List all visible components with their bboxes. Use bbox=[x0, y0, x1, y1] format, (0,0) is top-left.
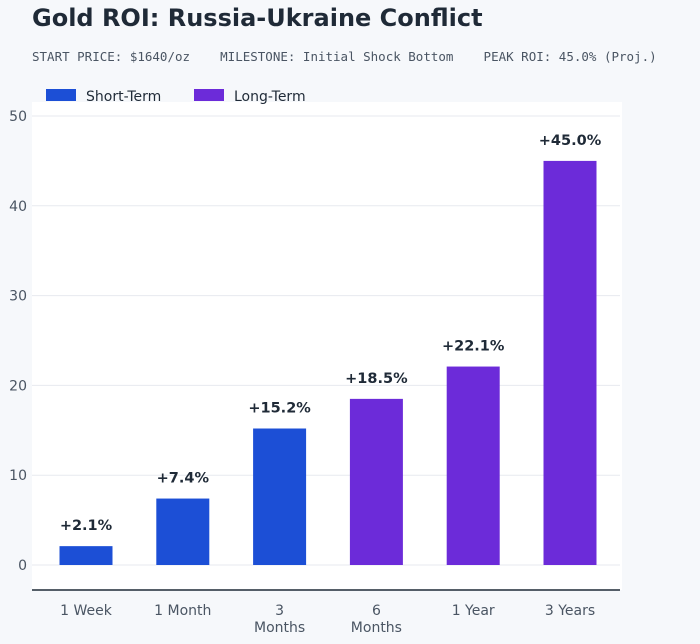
bar bbox=[59, 546, 113, 565]
bar-labels: +2.1% +7.4% +15.2% +18.5% +22.1% +45.0% bbox=[60, 133, 602, 534]
bars bbox=[59, 160, 597, 565]
y-tick-label: 40 bbox=[9, 199, 27, 215]
plot-area bbox=[32, 102, 622, 590]
x-tick-label: Months bbox=[254, 620, 305, 636]
bar bbox=[446, 366, 500, 565]
y-tick-label: 0 bbox=[18, 558, 27, 574]
bar bbox=[543, 160, 597, 565]
bar-value-label: +18.5% bbox=[345, 371, 408, 387]
bar-value-label: +45.0% bbox=[539, 133, 602, 149]
legend: Short-Term Long-Term bbox=[46, 89, 306, 105]
bar-value-label: +2.1% bbox=[60, 518, 113, 534]
y-tick-label: 10 bbox=[9, 468, 27, 484]
bar-value-label: +7.4% bbox=[157, 471, 210, 487]
x-tick-label: 1 Year bbox=[452, 603, 495, 619]
bar bbox=[253, 428, 307, 565]
legend-label: Short-Term bbox=[86, 89, 161, 105]
bar-value-label: +15.2% bbox=[248, 401, 311, 417]
gridlines bbox=[32, 115, 620, 566]
legend-label: Long-Term bbox=[234, 89, 306, 105]
chart-title: Gold ROI: Russia-Ukraine Conflict bbox=[32, 4, 483, 32]
x-tick-label: Months bbox=[351, 620, 402, 636]
bar-value-label: +22.1% bbox=[442, 339, 505, 355]
y-tick-label: 30 bbox=[9, 289, 27, 305]
bar bbox=[156, 498, 210, 565]
x-tick-label: 1 Week bbox=[60, 603, 113, 619]
y-tick-label: 50 bbox=[9, 109, 27, 125]
x-tick-label: 1 Month bbox=[154, 603, 211, 619]
chart-subtitle: START PRICE: $1640/oz MILESTONE: Initial… bbox=[32, 49, 657, 64]
legend-swatch bbox=[46, 89, 76, 101]
y-tick-label: 20 bbox=[9, 378, 27, 394]
bar bbox=[349, 398, 403, 565]
x-tick-label: 3 bbox=[275, 603, 284, 619]
x-tick-label: 6 bbox=[372, 603, 381, 619]
legend-swatch bbox=[194, 89, 224, 101]
y-axis: 0 10 20 30 40 50 bbox=[9, 109, 27, 574]
x-tick-label: 3 Years bbox=[545, 603, 595, 619]
